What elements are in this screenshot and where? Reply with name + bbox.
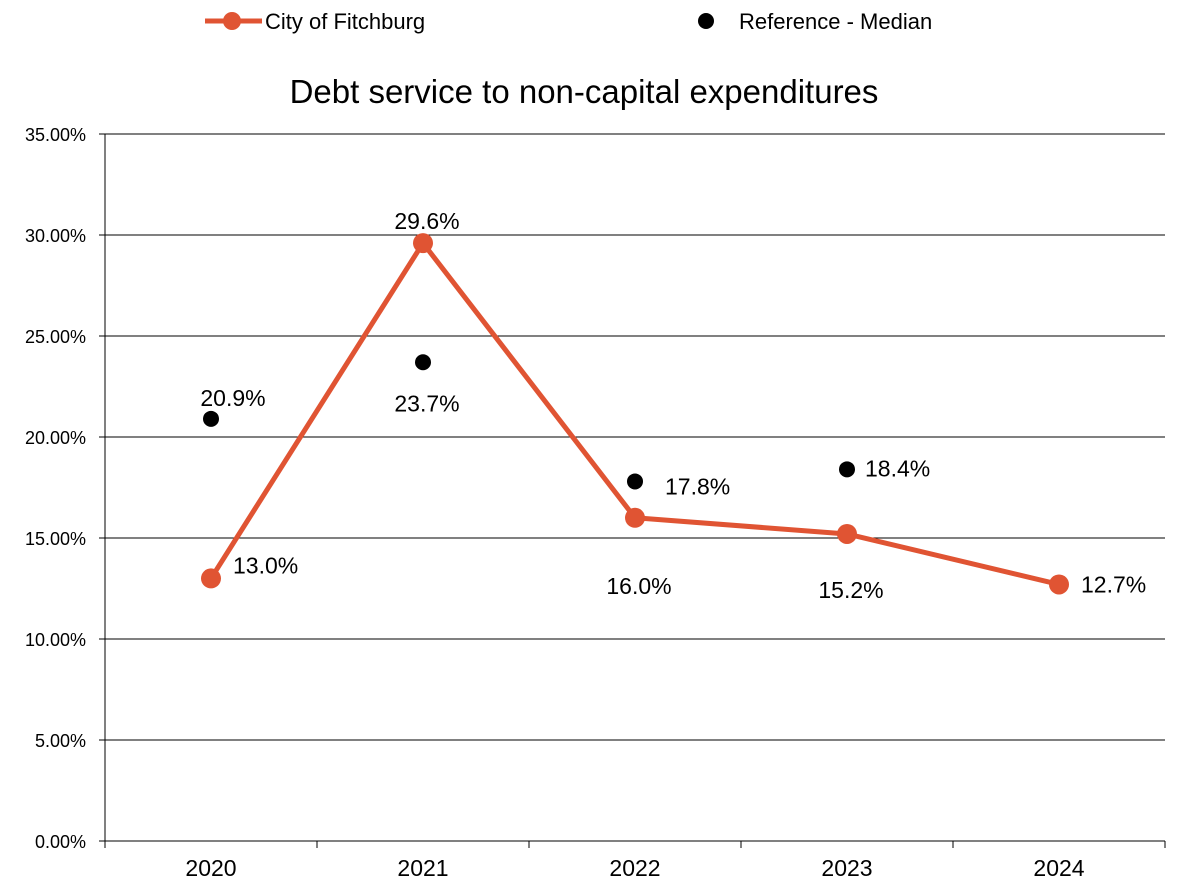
y-tick-label: 15.00% [25,529,86,549]
x-axis-tick-labels: 2020 2021 2022 2023 2024 [185,855,1084,881]
x-tick-label: 2021 [397,855,448,881]
data-label-city: 15.2% [818,577,883,603]
y-tick-label: 30.00% [25,226,86,246]
y-tick-label: 20.00% [25,428,86,448]
series-reference-median [203,354,855,490]
data-label-city: 29.6% [394,208,459,234]
legend-swatch-city-marker [223,12,241,30]
legend: City of Fitchburg Reference - Median [205,9,932,34]
x-tick-label: 2022 [609,855,660,881]
legend-label-median: Reference - Median [739,9,932,34]
series-city-of-fitchburg [201,233,1069,595]
data-label-city: 12.7% [1081,571,1146,597]
data-point-median [415,354,431,371]
legend-label-city: City of Fitchburg [265,9,425,34]
legend-swatch-median-marker [698,13,714,29]
data-point-median [839,461,855,478]
data-point-city [201,568,221,589]
y-tick-label: 35.00% [25,125,86,145]
gridlines [105,133,1165,741]
legend-item-city: City of Fitchburg [205,9,425,34]
data-point-city [837,523,857,544]
data-point-city [1049,574,1069,595]
x-tick-label: 2020 [185,855,236,881]
data-label-median: 17.8% [665,473,730,499]
y-tick-label: 10.00% [25,630,86,650]
chart-title: Debt service to non-capital expenditures [290,73,879,110]
data-label-city: 16.0% [606,573,671,599]
data-labels: 13.0% 29.6% 16.0% 15.2% 12.7% 20.9% 23.7% 17.8%… [200,208,1146,603]
y-axis-tick-labels: 0.00% 5.00% 10.00% 15.00% 20.00% 25.00% 30.00%… [25,125,86,852]
data-label-median: 20.9% [200,385,265,411]
axes [99,133,1166,848]
data-point-city [625,507,645,528]
data-point-city [413,233,433,254]
data-point-median [203,410,219,427]
y-tick-label: 0.00% [35,832,86,852]
data-label-median: 23.7% [394,390,459,416]
data-label-median: 18.4% [865,455,930,481]
y-tick-label: 25.00% [25,327,86,347]
x-tick-label: 2023 [821,855,872,881]
y-tick-label: 5.00% [35,731,86,751]
data-point-median [627,473,643,490]
data-label-city: 13.0% [233,552,298,578]
x-tick-label: 2024 [1033,855,1084,881]
series-line-city-of-fitchburg [208,240,1060,587]
legend-item-median: Reference - Median [698,9,932,34]
